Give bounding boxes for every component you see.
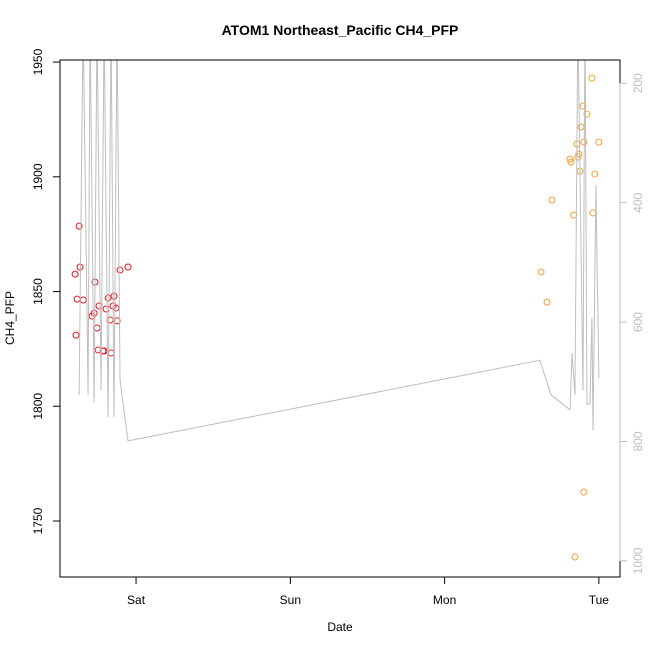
y-tick-label: 1800 (31, 393, 45, 420)
y2-tick-label: 1000 (631, 547, 645, 574)
point (595, 138, 603, 146)
x-tick-label: Tue (589, 593, 610, 607)
point (579, 102, 587, 110)
point (90, 309, 98, 317)
point (110, 292, 118, 300)
point (548, 196, 556, 204)
line (78, 60, 600, 442)
point (72, 331, 80, 339)
y2-tick-label: 200 (631, 73, 645, 93)
point (574, 153, 582, 161)
point (575, 150, 583, 158)
point (71, 270, 79, 278)
point (566, 155, 574, 163)
y-tick-label: 1900 (31, 163, 45, 190)
y-tick-label: 1950 (31, 48, 45, 75)
point (75, 222, 83, 230)
plot-area (71, 60, 603, 561)
point (113, 317, 121, 325)
y-tick-label: 1850 (31, 278, 45, 305)
point (570, 211, 578, 219)
point (567, 158, 575, 166)
y2-tick-label: 400 (631, 192, 645, 212)
x-axis-label: Date (327, 620, 353, 634)
point (571, 553, 579, 561)
x-tick-label: Sun (280, 593, 301, 607)
point (124, 263, 132, 271)
x-tick-label: Sat (127, 593, 146, 607)
point (116, 266, 124, 274)
point (580, 488, 588, 496)
point (543, 298, 551, 306)
point (591, 170, 599, 178)
y2-tick-label: 600 (631, 312, 645, 332)
point (537, 268, 545, 276)
point (588, 74, 596, 82)
y-axis-label: CH4_PFP (3, 291, 17, 345)
y-tick-label: 1750 (31, 507, 45, 534)
chart-title: ATOM1 Northeast_Pacific CH4_PFP (222, 22, 459, 38)
x-tick-label: Mon (433, 593, 456, 607)
y2-tick-label: 800 (631, 431, 645, 451)
